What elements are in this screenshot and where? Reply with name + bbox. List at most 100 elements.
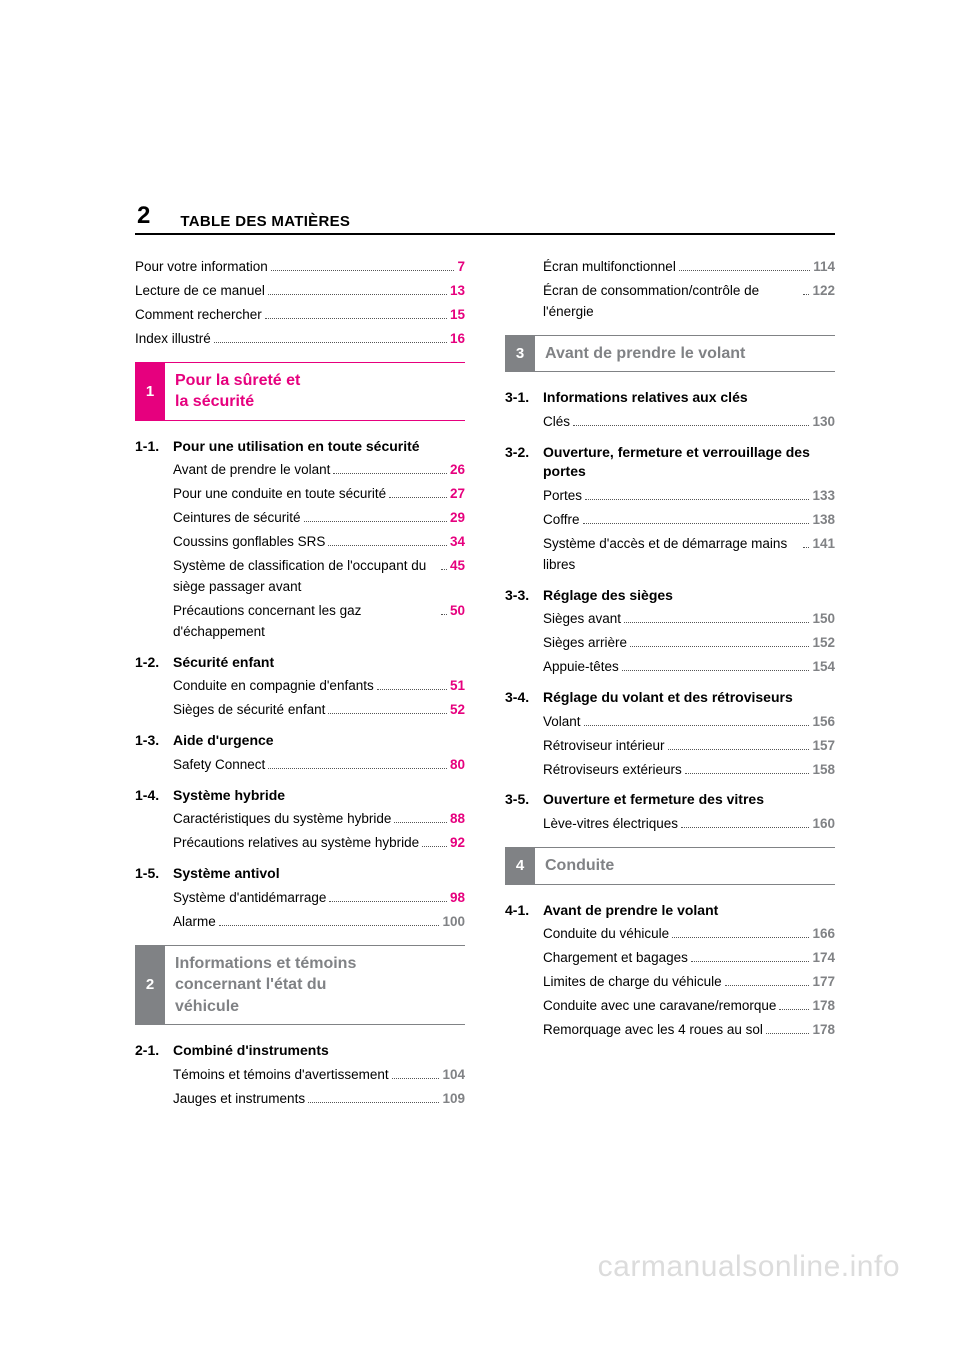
- leader-dots: [679, 270, 810, 271]
- toc-page-num[interactable]: 122: [812, 281, 835, 302]
- subsection-num: 3-2.: [505, 443, 543, 482]
- toc-page-num[interactable]: 114: [813, 257, 835, 278]
- toc-text: Clés: [543, 412, 570, 433]
- toc-page-num[interactable]: 109: [442, 1089, 465, 1110]
- toc-line: Conduite du véhicule166: [543, 924, 835, 945]
- subsection-title: Informations relatives aux clés: [543, 388, 835, 408]
- toc-line: Sièges de sécurité enfant52: [173, 700, 465, 721]
- subsection-num: 1-5.: [135, 864, 173, 884]
- toc-page-num[interactable]: 133: [812, 486, 835, 507]
- toc-page-num[interactable]: 178: [812, 1020, 835, 1041]
- leader-dots: [668, 749, 810, 750]
- toc-page-num[interactable]: 88: [450, 809, 465, 830]
- subsection-heading: 3-3. Réglage des sièges: [505, 586, 835, 606]
- toc-page-num[interactable]: 166: [812, 924, 835, 945]
- toc-page-num[interactable]: 45: [450, 556, 465, 577]
- toc-line: Volant156: [543, 712, 835, 733]
- toc-line: Conduite en compagnie d'enfants51: [173, 676, 465, 697]
- toc-page-num[interactable]: 26: [450, 460, 465, 481]
- toc-page-num[interactable]: 160: [812, 814, 835, 835]
- toc-page: 2 TABLE DES MATIÈRES Pour votre informat…: [135, 202, 835, 1113]
- leader-dots: [681, 827, 809, 828]
- toc-page-num[interactable]: 80: [450, 755, 465, 776]
- toc-line: Écran multifonctionnel 114: [543, 257, 835, 278]
- leader-dots: [622, 670, 810, 671]
- leader-dots: [685, 773, 810, 774]
- toc-text: Écran multifonctionnel: [543, 257, 676, 278]
- toc-page-num[interactable]: 50: [450, 601, 465, 622]
- toc-text: Pour votre information: [135, 257, 268, 278]
- toc-page-num[interactable]: 152: [812, 633, 835, 654]
- toc-line: Lève-vitres électriques160: [543, 814, 835, 835]
- subsection-title: Système antivol: [173, 864, 465, 884]
- toc-page-num[interactable]: 104: [442, 1065, 465, 1086]
- toc-line: Rétroviseurs extérieurs158: [543, 760, 835, 781]
- subsection-heading: 1-3. Aide d'urgence: [135, 731, 465, 751]
- subsection-heading: 1-4. Système hybride: [135, 786, 465, 806]
- toc-text: Pour une conduite en toute sécurité: [173, 484, 386, 505]
- toc-line: Chargement et bagages174: [543, 948, 835, 969]
- toc-line: Comment rechercher 15: [135, 305, 465, 326]
- section-title: Informations et témoins concernant l'éta…: [165, 946, 465, 1025]
- toc-text: Portes: [543, 486, 582, 507]
- subsection-num: 3-1.: [505, 388, 543, 408]
- subsection-title: Ouverture, fermeture et verrouillage des…: [543, 443, 835, 482]
- toc-page-num[interactable]: 156: [812, 712, 835, 733]
- toc-page-num[interactable]: 100: [442, 912, 465, 933]
- toc-text: Avant de prendre le volant: [173, 460, 330, 481]
- toc-page-num[interactable]: 92: [450, 833, 465, 854]
- section-band-4: 4 Conduite: [505, 847, 835, 885]
- toc-page-num[interactable]: 13: [450, 281, 465, 302]
- section-number-box: 3: [505, 336, 535, 372]
- toc-text: Appuie-têtes: [543, 657, 619, 678]
- toc-page-num[interactable]: 130: [812, 412, 835, 433]
- toc-page-num[interactable]: 158: [812, 760, 835, 781]
- toc-page-num[interactable]: 29: [450, 508, 465, 529]
- leader-dots: [441, 614, 447, 615]
- toc-page-num[interactable]: 16: [450, 329, 465, 350]
- toc-page-num[interactable]: 177: [812, 972, 835, 993]
- subsection-items: Sièges avant150 Sièges arrière152 Appuie…: [543, 609, 835, 678]
- left-column: Pour votre information 7 Lecture de ce m…: [135, 257, 465, 1113]
- leader-dots: [725, 985, 810, 986]
- toc-page-num[interactable]: 27: [450, 484, 465, 505]
- section-band-1: 1 Pour la sûreté et la sécurité: [135, 362, 465, 421]
- subsection-num: 3-3.: [505, 586, 543, 606]
- subsection-heading: 1-1. Pour une utilisation en toute sécur…: [135, 437, 465, 457]
- toc-page-num[interactable]: 138: [812, 510, 835, 531]
- subsection-num: 3-5.: [505, 790, 543, 810]
- toc-line: Avant de prendre le volant 26: [173, 460, 465, 481]
- toc-page-num[interactable]: 157: [812, 736, 835, 757]
- toc-page-num[interactable]: 15: [450, 305, 465, 326]
- toc-page-num[interactable]: 178: [812, 996, 835, 1017]
- toc-line: Coussins gonflables SRS34: [173, 532, 465, 553]
- toc-text: Conduite avec une caravane/remorque: [543, 996, 776, 1017]
- toc-page-num[interactable]: 141: [812, 534, 835, 555]
- toc-page-num[interactable]: 7: [457, 257, 465, 278]
- toc-line: Safety Connect80: [173, 755, 465, 776]
- subsection-items: Avant de prendre le volant 26 Pour une co…: [173, 460, 465, 642]
- subsection-items: Conduite du véhicule166 Chargement et ba…: [543, 924, 835, 1041]
- toc-page-num[interactable]: 174: [812, 948, 835, 969]
- leader-dots: [584, 725, 810, 726]
- leader-dots: [271, 270, 455, 271]
- leader-dots: [624, 622, 809, 623]
- toc-page-num[interactable]: 150: [812, 609, 835, 630]
- toc-line: Sièges arrière152: [543, 633, 835, 654]
- toc-line: Système d'antidémarrage98: [173, 888, 465, 909]
- subsection-items: Conduite en compagnie d'enfants51 Sièges…: [173, 676, 465, 721]
- watermark: carmanualsonline.info: [598, 1250, 900, 1284]
- toc-page-num[interactable]: 34: [450, 532, 465, 553]
- toc-page-num[interactable]: 51: [450, 676, 465, 697]
- toc-text: Rétroviseur intérieur: [543, 736, 665, 757]
- section-title: Avant de prendre le volant: [535, 336, 835, 372]
- toc-page-num[interactable]: 52: [450, 700, 465, 721]
- toc-line: Écran de consommation/contrôle de l'éner…: [543, 281, 835, 323]
- toc-page-num[interactable]: 98: [450, 888, 465, 909]
- subsection-items: Caractéristiques du système hybride88 Pr…: [173, 809, 465, 854]
- leader-dots: [219, 925, 440, 926]
- leader-dots: [377, 689, 447, 690]
- toc-page-num[interactable]: 154: [812, 657, 835, 678]
- leader-dots: [394, 822, 447, 823]
- toc-text: Comment rechercher: [135, 305, 262, 326]
